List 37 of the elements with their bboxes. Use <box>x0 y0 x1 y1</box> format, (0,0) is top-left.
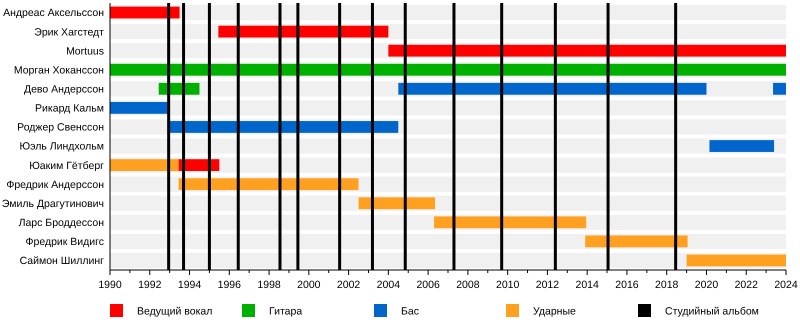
x-tick-label: 2012 <box>536 279 560 291</box>
y-tick-label: Эмиль Драгутинович <box>2 198 104 210</box>
x-tick-label: 2016 <box>615 279 639 291</box>
legend-label: Бас <box>401 306 419 318</box>
y-tick-label: Юаким Гётберг <box>29 160 104 172</box>
x-tick-label: 2006 <box>416 279 440 291</box>
legend-label: Ведущий вокал <box>137 306 212 318</box>
x-tick-label: 2018 <box>655 279 679 291</box>
y-tick-label: Фредрик Андерссон <box>6 178 104 191</box>
x-tick-label: 1990 <box>98 279 122 291</box>
legend-label: Ударные <box>533 306 576 318</box>
x-tick-label: 1996 <box>218 279 242 291</box>
y-tick-label: Эрик Хагстедт <box>34 26 104 38</box>
legend-label: Гитара <box>269 306 302 318</box>
x-tick-label: 1994 <box>178 279 202 291</box>
y-tick-label: Фредрик Видигс <box>26 236 104 248</box>
y-tick-label: Саймон Шиллинг <box>20 255 104 268</box>
x-tick-label: 2002 <box>336 279 360 291</box>
y-tick-label: Юэль Линдхольм <box>20 140 104 153</box>
x-tick-label: 1998 <box>257 279 281 291</box>
y-tick-label: Рикард Кальм <box>35 102 104 115</box>
y-tick-label: Морган Хоканссон <box>14 64 104 76</box>
x-tick-label: 2000 <box>297 279 321 291</box>
y-tick-label: Дево Андерссон <box>24 83 104 96</box>
x-tick-label: 2014 <box>575 279 600 291</box>
x-tick-label: 2024 <box>774 279 798 291</box>
y-tick-label: Андреас Аксельссон <box>3 7 104 20</box>
y-tick-label: Роджер Свенссон <box>17 122 104 134</box>
x-tick-label: 2008 <box>456 279 480 291</box>
x-tick-label: 2004 <box>376 279 400 291</box>
x-tick-label: 2022 <box>734 279 758 291</box>
x-tick-label: 2010 <box>496 279 520 291</box>
legend-label: Студийный альбом <box>665 306 759 318</box>
x-tick-label: 1992 <box>138 279 162 291</box>
x-tick-label: 2020 <box>694 279 718 291</box>
y-tick-label: Ларс Броддессон <box>18 216 104 229</box>
y-tick-label: Mortuus <box>66 45 104 58</box>
